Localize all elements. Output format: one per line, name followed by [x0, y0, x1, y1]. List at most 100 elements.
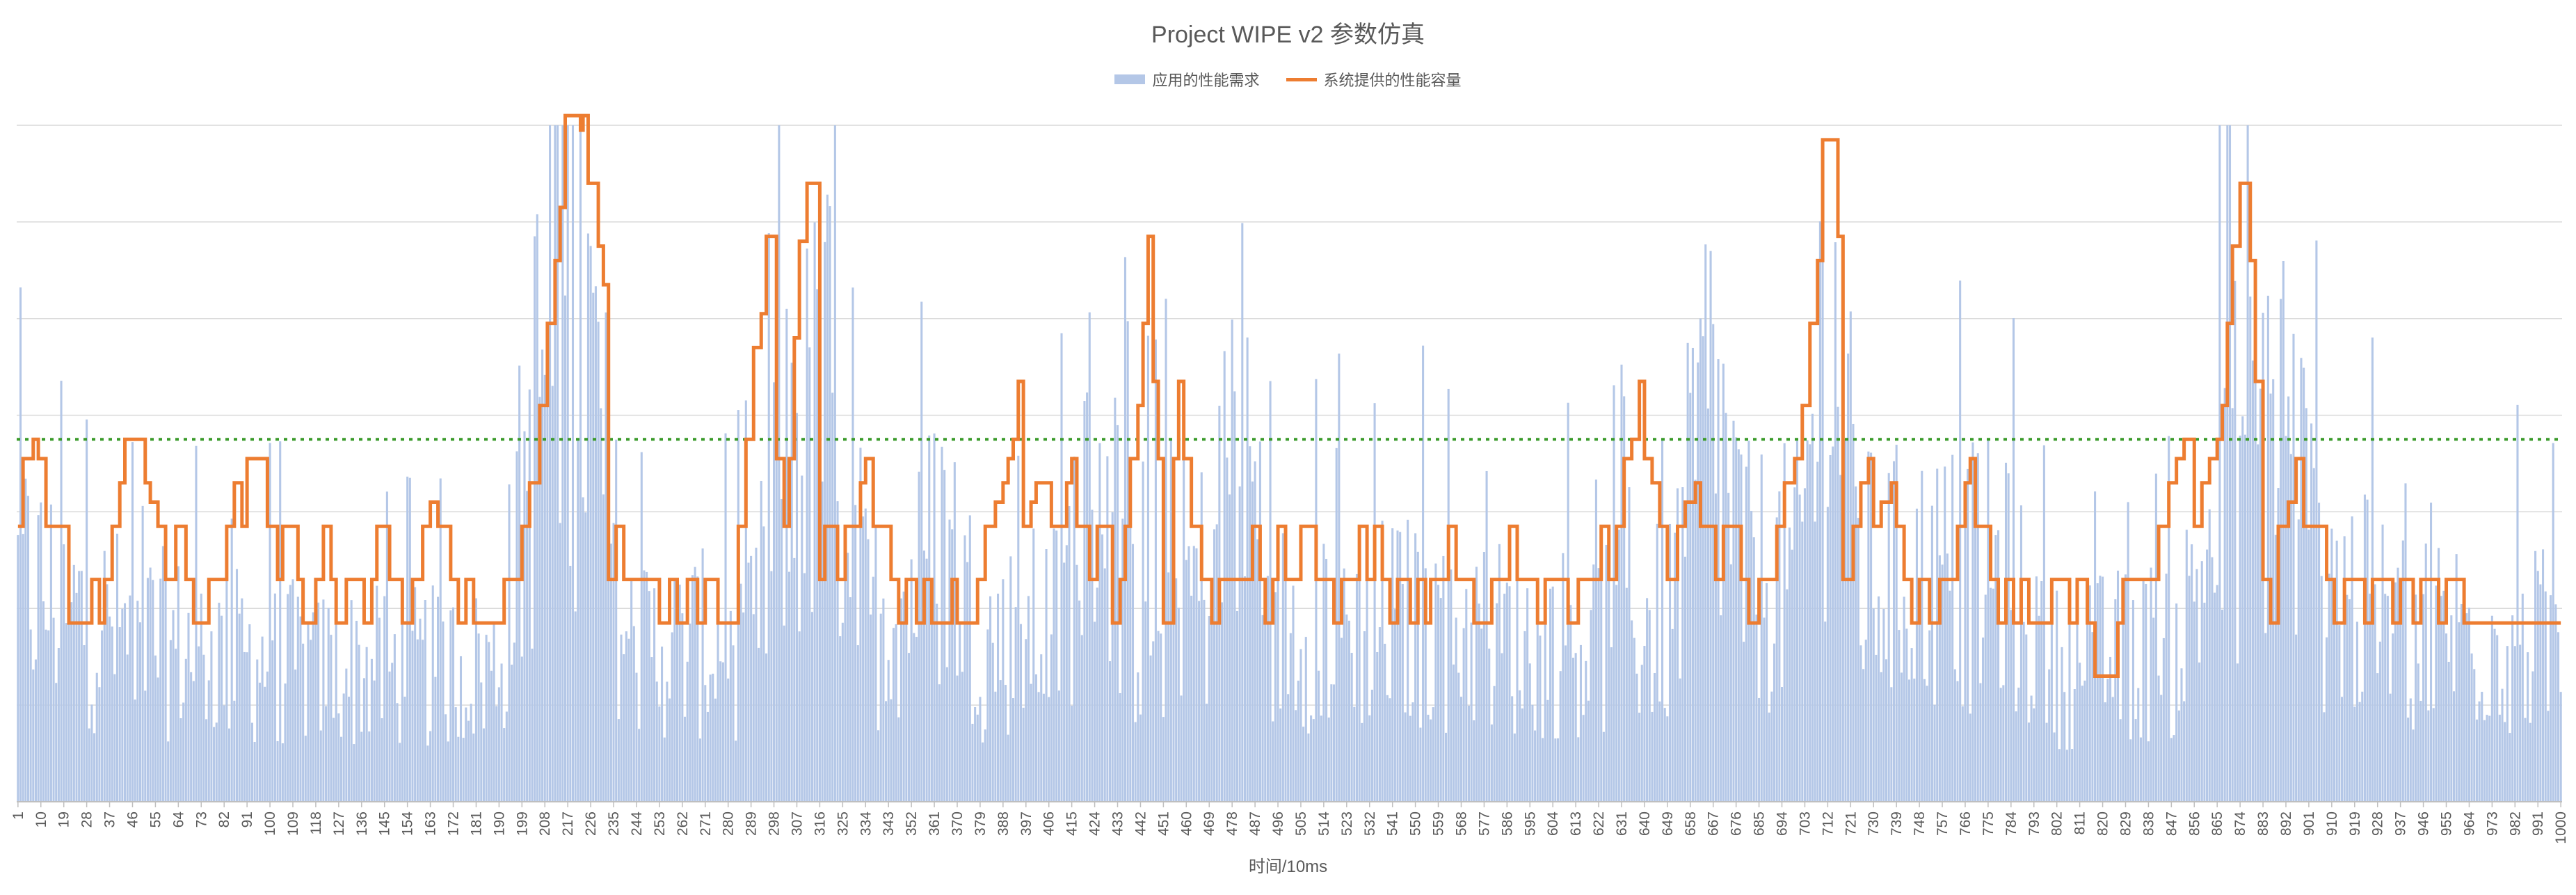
demand-bar — [2038, 615, 2040, 802]
demand-bar — [1829, 454, 1832, 802]
demand-bar — [187, 612, 190, 802]
demand-bar — [1668, 523, 1672, 802]
legend-item-capacity: 系统提供的性能容量 — [1286, 68, 1462, 90]
demand-bar — [2303, 367, 2305, 802]
demand-bar — [895, 624, 897, 802]
demand-bar — [271, 640, 274, 802]
x-tick-label: 1000 — [2553, 811, 2569, 844]
demand-bar — [546, 354, 549, 802]
demand-bar — [2559, 692, 2562, 802]
demand-bar — [1930, 505, 1933, 802]
x-tick-label: 685 — [1752, 811, 1768, 836]
demand-bar — [1355, 573, 1359, 802]
demand-bar — [2483, 720, 2486, 802]
demand-bar — [1671, 628, 1674, 802]
demand-bar — [574, 611, 577, 802]
demand-bar — [523, 431, 526, 802]
demand-bar — [971, 723, 974, 802]
demand-bar — [1564, 645, 1567, 802]
x-tick-label: 379 — [973, 811, 989, 836]
demand-bar — [1450, 569, 1453, 802]
demand-bar — [813, 222, 816, 802]
demand-bar — [365, 647, 368, 802]
demand-bar — [979, 697, 982, 802]
x-tick-label: 613 — [1568, 811, 1584, 836]
demand-bar — [2417, 663, 2419, 802]
demand-bar — [1485, 470, 1488, 802]
demand-bar — [2554, 604, 2557, 802]
demand-bar — [184, 658, 187, 802]
demand-bar — [157, 677, 159, 802]
demand-bar — [2264, 633, 2267, 802]
x-tick-label: 163 — [423, 811, 439, 836]
demand-bar — [1699, 318, 1702, 802]
demand-bar — [668, 698, 671, 802]
demand-bar — [376, 585, 378, 802]
x-tick-label: 505 — [1293, 811, 1309, 836]
demand-bar — [920, 301, 923, 802]
demand-bar — [1055, 530, 1058, 802]
demand-bar — [2326, 637, 2328, 802]
demand-bar — [566, 125, 569, 802]
demand-bar — [999, 680, 1002, 802]
demand-bar — [1086, 392, 1089, 802]
demand-bar — [986, 629, 989, 802]
demand-bar — [314, 591, 317, 802]
x-tick-label: 604 — [1545, 811, 1561, 836]
demand-bar — [429, 731, 432, 802]
demand-bar — [1964, 524, 1967, 802]
demand-bar — [391, 663, 394, 802]
demand-bar — [2481, 692, 2483, 802]
demand-bar — [2249, 296, 2252, 802]
demand-bar — [1361, 722, 1363, 802]
demand-bar — [1169, 439, 1172, 802]
demand-bar — [2432, 708, 2435, 802]
demand-bar — [1814, 521, 1816, 802]
demand-bar — [2185, 530, 2188, 802]
demand-bar — [2257, 444, 2259, 802]
demand-bar — [465, 707, 467, 802]
demand-bar — [1918, 615, 1921, 802]
demand-bar — [462, 738, 465, 802]
demand-bar — [47, 630, 50, 802]
demand-bar — [515, 451, 518, 802]
demand-bar — [1251, 481, 1254, 802]
demand-bar — [2351, 516, 2353, 802]
demand-bar — [339, 736, 343, 802]
demand-bar — [325, 706, 328, 802]
demand-bar — [335, 613, 337, 802]
demand-bar — [770, 571, 773, 802]
demand-bar — [1065, 545, 1068, 802]
demand-bar — [1628, 487, 1631, 802]
demand-bar — [1691, 347, 1694, 802]
x-tick-label: 550 — [1408, 811, 1424, 836]
demand-bar — [1366, 541, 1368, 802]
demand-bar — [1953, 669, 1956, 802]
demand-bar — [1880, 672, 1882, 802]
demand-bar — [1447, 388, 1450, 802]
demand-bar — [505, 711, 508, 802]
demand-bar — [2226, 125, 2229, 802]
demand-bar — [2116, 570, 2120, 802]
demand-bar — [70, 602, 73, 802]
demand-bar — [230, 518, 233, 802]
demand-bar — [1536, 589, 1539, 802]
demand-bar — [345, 668, 348, 802]
demand-bar — [2539, 584, 2542, 802]
demand-bar — [1261, 615, 1264, 802]
demand-bar — [1505, 583, 1508, 802]
demand-bar — [2427, 710, 2430, 802]
demand-bar — [787, 571, 791, 802]
demand-bar — [1961, 706, 1964, 802]
x-tick-label: 694 — [1775, 811, 1791, 836]
demand-bar — [1396, 530, 1399, 802]
demand-bar — [1501, 653, 1503, 802]
demand-bar — [358, 644, 360, 802]
demand-bar — [266, 671, 269, 802]
demand-bar — [1226, 457, 1229, 802]
demand-bar — [474, 598, 477, 802]
demand-bar — [1546, 699, 1549, 802]
demand-bar — [1780, 687, 1784, 802]
demand-bar — [1686, 342, 1689, 802]
demand-bar — [557, 125, 559, 802]
